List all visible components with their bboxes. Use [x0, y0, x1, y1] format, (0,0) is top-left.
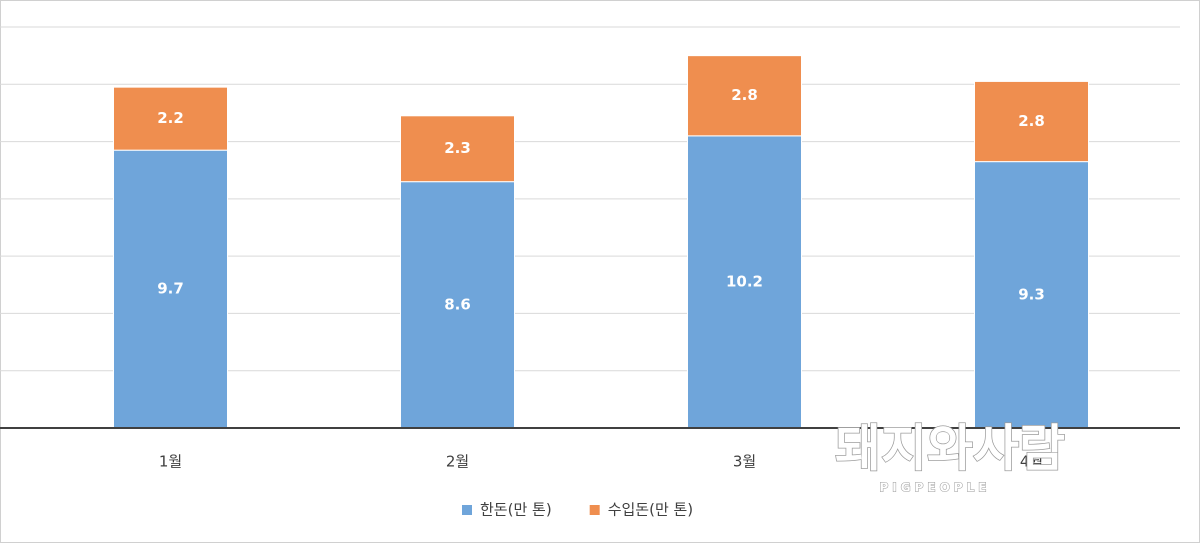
watermark-title: 돼지와사람 — [835, 420, 1065, 478]
bar-segment — [400, 181, 515, 429]
bar-segment — [974, 80, 1089, 163]
bar-segment — [113, 86, 228, 151]
legend-swatch — [589, 505, 600, 515]
data-label: 9.7 — [157, 280, 184, 298]
bar-segment — [400, 115, 515, 183]
data-label: 8.6 — [444, 295, 471, 313]
x-tick-label: 1월 — [159, 453, 182, 471]
x-tick-label: 4월 — [1020, 453, 1043, 471]
watermark-subtitle: PIGPEOPLE — [880, 481, 991, 495]
x-tick-label: 2월 — [446, 453, 469, 471]
data-label: 10.2 — [726, 272, 763, 290]
legend-label: 한돈(만 톤) — [480, 501, 552, 519]
data-label: 2.8 — [731, 86, 758, 104]
legend-swatch — [462, 505, 472, 515]
data-label: 9.3 — [1018, 285, 1045, 303]
bar-segment — [113, 149, 228, 429]
bar-segment — [687, 55, 802, 137]
data-label: 2.8 — [1018, 112, 1045, 130]
legend-label: 수입돈(만 톤) — [608, 501, 693, 519]
bar-segment — [687, 135, 802, 429]
data-label: 2.2 — [157, 109, 184, 127]
bar-segment — [974, 161, 1089, 429]
data-label: 2.3 — [444, 139, 471, 157]
x-tick-label: 3월 — [733, 453, 756, 471]
